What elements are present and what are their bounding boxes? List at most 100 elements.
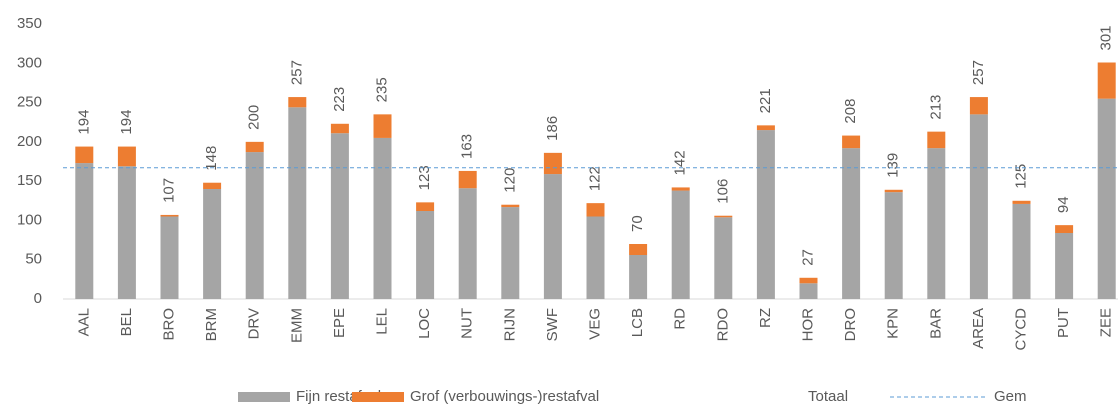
bar-segment <box>458 188 477 299</box>
bar-segment <box>842 148 861 299</box>
x-tick-label: RD <box>672 308 689 330</box>
bar-segment <box>330 123 349 134</box>
bar-segment <box>1012 203 1031 299</box>
y-tick-label: 300 <box>17 54 42 71</box>
x-tick-label: BEL <box>118 308 135 336</box>
x-tick-label: RDO <box>714 308 731 341</box>
bar-segment <box>714 217 733 299</box>
total-label: 301 <box>1098 25 1115 50</box>
bar-segment <box>629 244 648 255</box>
total-label: 107 <box>160 178 177 203</box>
bar-segment <box>117 166 136 299</box>
total-label: 139 <box>885 153 902 178</box>
bar-segment <box>245 141 264 153</box>
bar-segment <box>799 277 818 284</box>
bar-segment <box>629 255 648 299</box>
x-tick-label: CYCD <box>1012 308 1029 351</box>
total-label: 106 <box>714 179 731 204</box>
x-tick-label: EPE <box>331 308 348 338</box>
bar-segment <box>756 130 775 299</box>
y-tick-label: 200 <box>17 133 42 150</box>
total-label: 163 <box>459 134 476 159</box>
bar-segment <box>203 182 222 189</box>
x-tick-label: LOC <box>416 308 433 339</box>
bar-segment <box>288 97 307 108</box>
total-label: 125 <box>1012 164 1029 189</box>
total-label: 70 <box>629 215 646 232</box>
bar-segment <box>1055 233 1074 299</box>
total-label: 186 <box>544 116 561 141</box>
x-tick-label: HOR <box>799 308 816 342</box>
bar-segment <box>671 190 690 299</box>
bar-segment <box>416 202 435 211</box>
bar-segment <box>416 211 435 299</box>
legend-label: Grof (verbouwings-)restafval <box>410 388 599 405</box>
total-label: 148 <box>203 146 220 171</box>
x-tick-label: AAL <box>75 308 92 336</box>
bar-segment <box>927 148 946 299</box>
bar-segment <box>586 216 605 299</box>
x-tick-label: DRV <box>246 308 263 339</box>
bar-segment <box>1012 200 1031 204</box>
bar-segment <box>203 189 222 299</box>
bar-segment <box>884 192 903 299</box>
total-label: 120 <box>501 168 518 193</box>
x-tick-label: BAR <box>927 308 944 339</box>
bar-segment <box>969 114 988 299</box>
total-label: 142 <box>672 150 689 175</box>
bar-segment <box>884 189 903 193</box>
bar-segment <box>543 174 562 299</box>
bar-segment <box>501 207 520 299</box>
bar-segment <box>927 131 946 149</box>
bar-segment <box>245 152 264 299</box>
total-label: 208 <box>842 99 859 124</box>
y-tick-label: 150 <box>17 172 42 189</box>
bar-segment <box>1097 98 1116 300</box>
bar-segment <box>714 215 733 218</box>
bar-segment <box>160 216 179 299</box>
bar-segment <box>75 163 94 299</box>
x-tick-label: LEL <box>373 308 390 335</box>
x-tick-label: EMM <box>288 308 305 343</box>
total-label: 221 <box>757 88 774 113</box>
legend-label: Totaal <box>808 388 848 405</box>
bar-segment <box>969 97 988 115</box>
bar-segment <box>842 135 861 149</box>
total-label: 122 <box>586 166 603 191</box>
x-tick-label: BRM <box>203 308 220 341</box>
y-tick-label: 100 <box>17 211 42 228</box>
bar-segment <box>75 146 94 164</box>
y-tick-label: 0 <box>34 290 42 307</box>
bar-segment <box>1097 62 1116 99</box>
y-tick-label: 350 <box>17 15 42 32</box>
bar-segment <box>799 283 818 299</box>
x-tick-label: BRO <box>160 308 177 341</box>
legend-swatch <box>352 392 404 402</box>
total-label: 94 <box>1055 196 1072 213</box>
bar-segment <box>288 107 307 300</box>
legend-label: Gem <box>994 388 1027 405</box>
total-label: 194 <box>75 110 92 135</box>
x-tick-label: RIJN <box>501 308 518 341</box>
x-tick-label: ZEE <box>1098 308 1115 337</box>
total-label: 223 <box>331 87 348 112</box>
y-tick-label: 50 <box>25 251 42 268</box>
x-tick-label: KPN <box>885 308 902 339</box>
total-label: 213 <box>927 95 944 120</box>
x-tick-label: RZ <box>757 308 774 328</box>
x-tick-label: PUT <box>1055 308 1072 338</box>
y-tick-label: 250 <box>17 94 42 111</box>
bar-segment <box>671 187 690 191</box>
bar-segment <box>160 214 179 217</box>
bar-segment <box>501 204 520 208</box>
x-tick-label: VEG <box>586 308 603 340</box>
bar-segment <box>756 125 775 131</box>
bar-segment <box>586 203 605 217</box>
total-label: 27 <box>799 249 816 266</box>
x-tick-label: SWF <box>544 308 561 341</box>
total-label: 235 <box>373 77 390 102</box>
x-tick-label: LCB <box>629 308 646 337</box>
bar-segment <box>543 152 562 175</box>
bar-segment <box>117 146 136 167</box>
